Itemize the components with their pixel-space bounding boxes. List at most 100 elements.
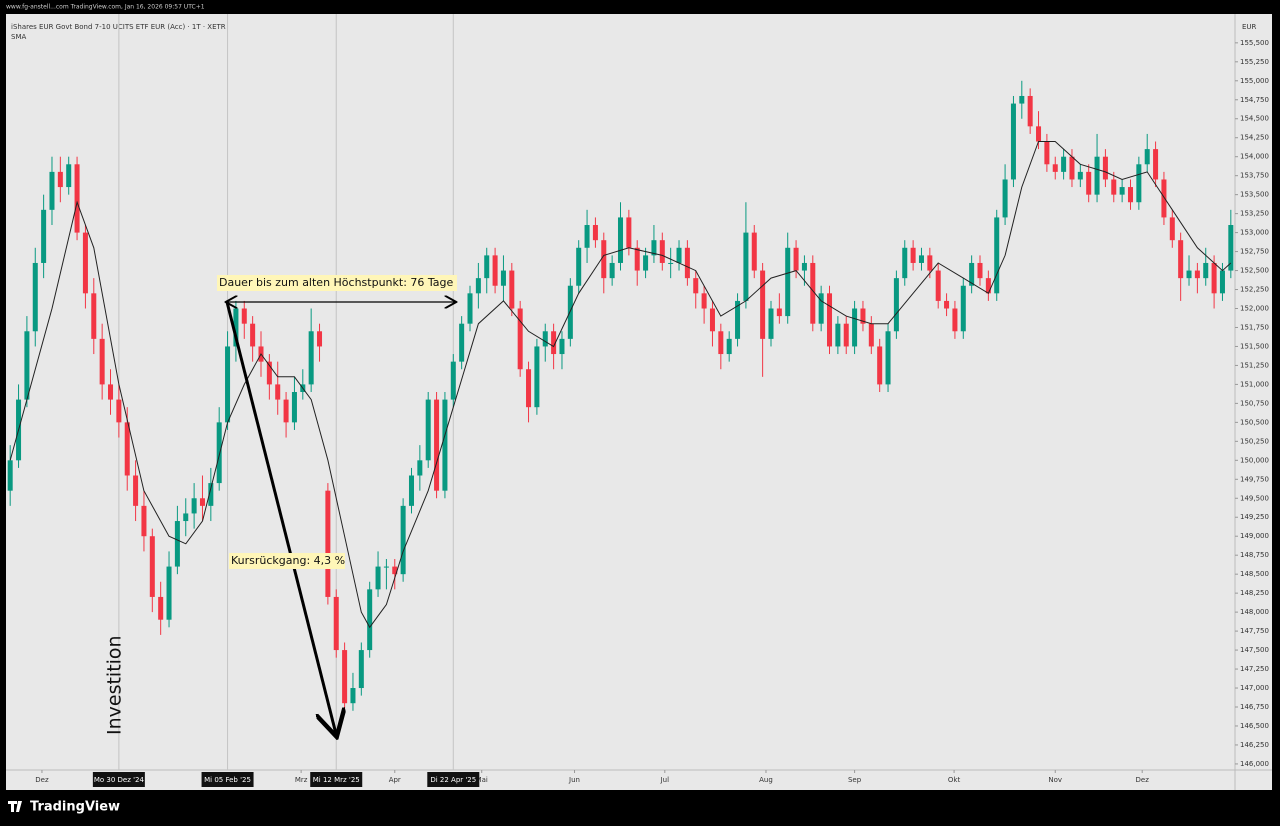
candle-body [985,278,991,294]
candle-body [99,338,105,385]
date-label: Mi 12 Mrz '25 [313,776,360,784]
candle-body [350,688,356,704]
candle-body [551,331,557,355]
candle-body [266,361,272,385]
candle-body [1086,171,1092,195]
candle-body [225,346,231,423]
candle-body [801,262,807,271]
y-tick-label: 150,000 [1240,456,1269,464]
candle-body [1161,179,1167,218]
candle-body [450,361,456,400]
y-tick-label: 154,250 [1240,134,1269,142]
y-tick-label: 152,750 [1240,248,1269,256]
candle-body [567,285,573,339]
candle-body [191,498,197,514]
candle-body [768,308,774,339]
date-label: Di 22 Apr '25 [430,776,476,784]
candle-body [367,589,373,651]
plot-background [6,14,1272,790]
candle-body [199,498,205,506]
candle-body [24,331,30,400]
y-tick-label: 155,250 [1240,58,1269,66]
candle-body [174,521,180,567]
candle-body [475,278,481,294]
candle-body [275,384,281,400]
candle-body [1044,141,1050,165]
caption: www.fg-anstell...com TradingView.com, Ja… [6,4,205,11]
candle-body [776,308,782,317]
candle-body [1052,164,1058,172]
candle-body [74,164,80,233]
candle-body [57,171,63,188]
candle-body [843,323,849,347]
y-tick-label: 148,000 [1240,608,1269,616]
candle-body [1211,262,1217,294]
candle-body [852,308,858,347]
candle-body [183,513,189,522]
candle-body [216,422,222,484]
y-tick-label: 147,500 [1240,646,1269,654]
candle-body [484,255,490,279]
candle-body [735,300,741,339]
candle-body [425,399,431,461]
y-tick-label: 155,500 [1240,39,1269,47]
date-label: Mo 30 Dez '24 [94,776,145,784]
x-tick-label: Dez [1136,776,1150,784]
candle-body [375,566,381,590]
candle-body [1111,179,1117,195]
candle-body [241,308,247,324]
x-tick-label: Sep [848,776,862,784]
y-tick-label: 149,500 [1240,494,1269,502]
candle-body [308,331,314,385]
y-tick-label: 152,000 [1240,305,1269,313]
candle-body [601,240,607,279]
candle-body [718,331,724,355]
candle-body [634,247,640,271]
candle-body [434,399,440,491]
candle-body [358,650,364,689]
y-tick-label: 150,250 [1240,437,1269,445]
y-tick-label: 148,250 [1240,589,1269,597]
date-badge [310,772,363,787]
y-tick-label: 146,000 [1240,760,1269,768]
candle-body [885,331,891,385]
y-tick-label: 154,500 [1240,115,1269,123]
candle-body [526,369,532,408]
candle-body [1010,103,1016,180]
candle-body [751,232,757,271]
annotation: Dauer bis zum alten Höchstpunkt: 76 Tage [219,276,454,289]
candle-body [1036,126,1042,142]
candle-body [141,505,147,537]
x-tick-label: Apr [389,776,401,784]
candle-body [918,255,924,263]
candle-body [417,460,423,476]
candle-body [693,278,699,294]
candle-body [643,255,649,271]
candle-body [592,225,598,241]
brand-logo [8,801,22,812]
brand: TradingView [30,800,120,815]
candle-body [32,262,38,332]
currency: EUR [1242,23,1257,31]
y-tick-label: 155,000 [1240,77,1269,85]
annotation-box [229,553,345,569]
candle-body [325,490,331,597]
candle-body [133,475,139,506]
candle-body [793,247,799,271]
candle-body [785,247,791,317]
candle-body [342,650,348,704]
date-badge [92,772,145,787]
candle-body [860,308,866,324]
y-tick-label: 150,750 [1240,399,1269,407]
candle-body [559,338,565,355]
candle-body [902,247,908,279]
candle-body [810,262,816,324]
candle-body [1094,156,1100,195]
annotation: Kursrückgang: 4,3 % [231,554,345,567]
candle-body [1228,225,1234,271]
candle-body [124,422,130,476]
candle-body [827,293,833,347]
candle-body [116,399,122,423]
y-tick-label: 146,750 [1240,703,1269,711]
